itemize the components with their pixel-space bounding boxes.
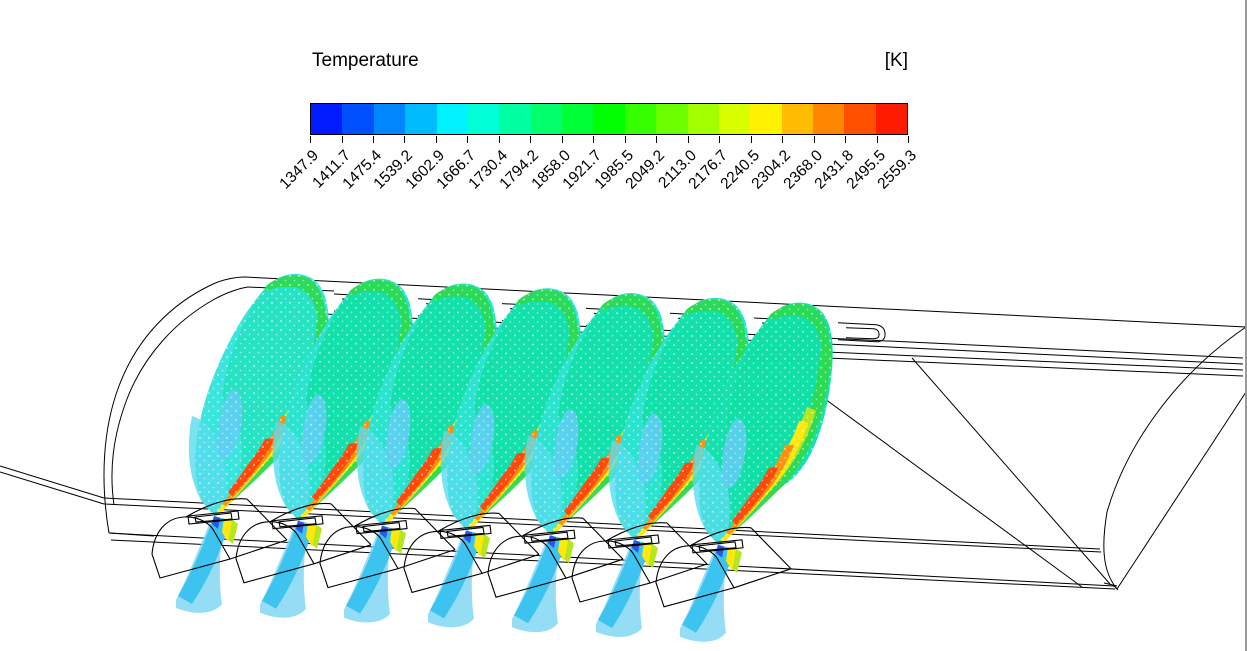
colorbar-segment — [718, 104, 751, 134]
far-end-edge — [1116, 391, 1247, 590]
colorbar-tick — [750, 136, 752, 143]
colorbar-segment — [875, 104, 908, 134]
colorbar-tick — [341, 136, 343, 143]
colorbar-segment — [844, 104, 876, 134]
colorbar-segment — [405, 104, 437, 134]
colorbar-segment — [436, 104, 468, 134]
colorbar-segment — [342, 104, 374, 134]
inlet-funnel-4 — [428, 530, 490, 628]
colorbar-tick — [530, 136, 532, 143]
colorbar-segment — [750, 104, 782, 134]
legend-unit: [K] — [884, 50, 908, 71]
inlet-funnel-7 — [680, 544, 742, 642]
inlet-funnel-2 — [260, 520, 322, 618]
floor-line-4 — [110, 539, 1116, 590]
inlet-funnel-3 — [344, 525, 406, 623]
front-arch-outer — [103, 276, 246, 534]
colorbar-segment — [562, 104, 594, 134]
colorbar-tick — [372, 136, 374, 143]
colorbar-tick — [435, 136, 437, 143]
left-base-edge-2 — [0, 471, 105, 505]
colorbar-segment — [687, 104, 719, 134]
far-end-arch — [1103, 326, 1247, 590]
colorbar-tick — [719, 136, 721, 143]
colorbar-tick — [687, 136, 689, 143]
contour-planes — [176, 273, 833, 642]
colorbar-segment — [593, 104, 625, 134]
colorbar-tick — [310, 136, 311, 143]
floor-line-3 — [108, 532, 1115, 587]
colorbar-tick — [624, 136, 626, 143]
colorbar-tick — [593, 136, 595, 143]
colorbar-segment — [656, 104, 688, 134]
colorbar-segment — [499, 104, 531, 134]
colorbar-tick — [782, 136, 784, 143]
colorbar-tick — [498, 136, 500, 143]
colorbar-segment — [311, 104, 343, 134]
colorbar-segment — [530, 104, 562, 134]
colorbar — [310, 103, 908, 135]
colorbar-tick — [876, 136, 878, 143]
colorbar-legend: Temperature [K] 1347.9 1411.7 1475.4 1539.2… — [0, 0, 1247, 230]
left-base-edge-1 — [0, 465, 105, 499]
colorbar-segment — [624, 104, 657, 134]
colorbar-tick — [845, 136, 847, 143]
inlet-funnel-5 — [512, 535, 574, 633]
floor-line-1 — [103, 497, 1101, 550]
colorbar-segment — [781, 104, 813, 134]
inlet-funnel-1 — [176, 516, 238, 613]
colorbar-tick — [656, 136, 658, 143]
inlet-funnel-6 — [596, 540, 658, 637]
colorbar-segment — [373, 104, 406, 134]
colorbar-tick — [908, 136, 909, 143]
colorbar-tick — [813, 136, 815, 143]
window-edge — [1245, 0, 1247, 651]
floor-line-2 — [103, 503, 1102, 553]
colorbar-tick — [561, 136, 563, 143]
ridge-line — [244, 276, 1247, 328]
colorbar-segment — [467, 104, 500, 134]
colorbar-tick — [404, 136, 406, 143]
legend-title: Temperature — [312, 50, 419, 71]
side-silhouette-1 — [911, 357, 1111, 585]
front-arch-inner — [111, 286, 249, 506]
colorbar-segment — [813, 104, 845, 134]
colorbar-tick — [467, 136, 469, 143]
